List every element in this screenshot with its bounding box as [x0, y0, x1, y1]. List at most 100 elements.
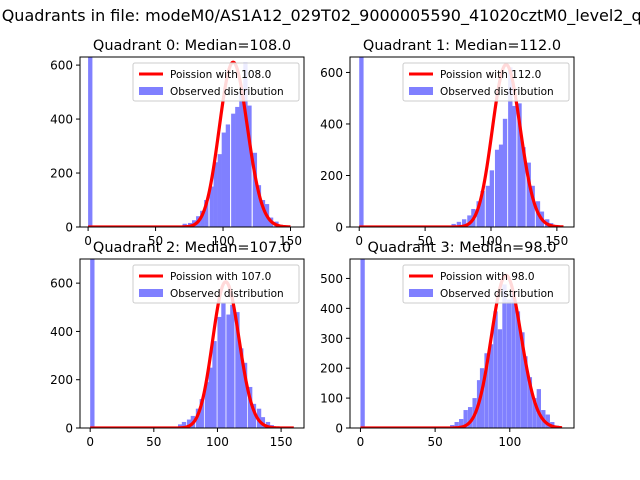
legend-box	[402, 62, 570, 102]
histogram-bar	[467, 407, 473, 428]
x-tick-label: 50	[417, 234, 432, 248]
legend-label: Observed distribution	[440, 288, 554, 300]
x-tick-label: 100	[498, 435, 521, 449]
histogram-bar	[243, 62, 248, 227]
histogram-bar	[199, 399, 204, 428]
histogram-bar	[235, 312, 240, 428]
histogram-bar	[178, 424, 183, 428]
histogram-bar	[88, 57, 93, 227]
histogram-bar	[226, 314, 231, 428]
quadrant-3-axes: 0 50 100 0 100 200 300 400 500 Quadrant 3: Median…	[320, 240, 575, 449]
histogram-bar	[526, 162, 531, 227]
legend-box	[402, 264, 570, 304]
histogram-bar	[488, 344, 494, 428]
histogram-bar	[221, 132, 227, 227]
histogram-bar	[212, 341, 217, 428]
axes-frame	[79, 56, 305, 228]
legend-label: Poission with 112.0	[440, 69, 541, 81]
poisson-curve	[87, 60, 292, 227]
quadrant-title: Quadrant 0: Median=108.0	[93, 38, 291, 54]
x-tick-label: 50	[146, 435, 161, 449]
x-tick-label: 100	[206, 435, 229, 449]
histogram-bar	[502, 118, 508, 227]
histogram-bars	[88, 57, 283, 227]
y-tick-label: 500	[320, 272, 343, 286]
legend-patch-marker	[409, 87, 433, 95]
histogram-bar	[208, 367, 213, 428]
y-tick-label: 0	[65, 422, 73, 436]
y-tick-label: 0	[335, 422, 343, 436]
figure-suptitle: Histogram for Quadrants in file: modeM0/…	[0, 6, 640, 26]
histogram-bar	[225, 124, 231, 227]
y-tick-label: 200	[320, 169, 343, 183]
histogram-bar	[511, 293, 516, 428]
histogram-bar	[360, 259, 365, 428]
quadrant-title: Quadrant 2: Median=107.0	[93, 240, 291, 256]
legend: Poission with 112.0 Observed distribution	[402, 62, 570, 102]
histogram-bars	[90, 259, 274, 428]
histogram-bar	[252, 152, 258, 227]
histogram-bar	[242, 362, 248, 428]
axes-frame	[349, 258, 575, 429]
histogram-bar	[462, 219, 467, 227]
histogram-bar	[209, 186, 214, 227]
y-tick-label: 600	[50, 277, 73, 291]
histogram-bar	[459, 419, 464, 428]
histogram-bar	[265, 421, 271, 428]
y-tick-label: 100	[320, 392, 343, 406]
legend: Poission with 107.0 Observed distribution	[132, 264, 300, 304]
histogram-bar	[494, 149, 500, 227]
legend-label: Poission with 107.0	[170, 271, 271, 283]
histogram-bar	[484, 353, 489, 428]
histogram-bar	[517, 103, 522, 227]
y-tick-label: 0	[335, 221, 343, 235]
histogram-bar	[497, 329, 503, 428]
histogram-bar	[256, 185, 262, 227]
histogram-bar	[200, 210, 205, 227]
histogram-bar	[536, 389, 541, 428]
histogram-bar	[523, 356, 528, 428]
x-tick-label: 150	[270, 435, 293, 449]
histogram-bar	[235, 106, 240, 227]
legend: Poission with 108.0 Observed distribution	[132, 62, 300, 102]
histogram-bar	[248, 386, 253, 428]
histogram-bar	[204, 382, 210, 428]
histogram-bar	[239, 348, 244, 428]
histogram-bar	[239, 92, 244, 227]
quadrant-title: Quadrant 3: Median=98.0	[368, 240, 557, 256]
histogram-bar	[527, 377, 533, 428]
histogram-bar	[498, 144, 504, 227]
quadrant-0-axes: 0 50 100 150 0 200 400 600 Quadrant 0: Median=10…	[50, 38, 305, 248]
histogram-bar	[520, 332, 525, 428]
legend-label: Poission with 108.0	[170, 69, 271, 81]
poisson-curve	[89, 280, 295, 428]
histogram-bar	[181, 421, 187, 428]
legend: Poission with 98.0 Observed distribution	[402, 264, 570, 304]
y-tick-label: 200	[320, 362, 343, 376]
x-tick-label: 100	[480, 234, 503, 248]
y-tick-label: 200	[50, 167, 73, 181]
histogram-bar	[480, 190, 485, 227]
histogram-bar	[186, 419, 192, 428]
histogram-bar	[512, 105, 517, 227]
histogram-bar	[217, 316, 222, 428]
x-tick-label: 0	[84, 234, 92, 248]
y-tick-label: 400	[50, 113, 73, 127]
histogram-bar	[260, 200, 266, 227]
histogram-bar	[359, 57, 364, 227]
axes-frame	[349, 56, 575, 228]
histogram-bar	[502, 284, 507, 428]
x-tick-label: 0	[86, 435, 94, 449]
poisson-curve	[359, 273, 563, 428]
x-tick-label: 50	[148, 234, 163, 248]
histogram-bar	[456, 221, 462, 227]
histogram-bar	[493, 311, 498, 428]
histogram-bar	[479, 368, 485, 428]
y-tick-label: 600	[50, 59, 73, 73]
histogram-bar	[217, 154, 222, 227]
histogram-bar	[90, 259, 95, 428]
y-tick-label: 300	[320, 332, 343, 346]
histogram-bar	[532, 398, 537, 428]
histogram-bar	[508, 67, 513, 227]
